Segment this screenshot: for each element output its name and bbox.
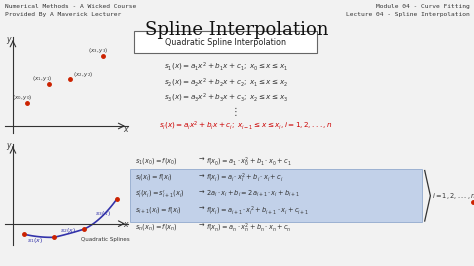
Text: $s_{i+1}(x_i) = f(x_i)$: $s_{i+1}(x_i) = f(x_i)$ bbox=[135, 205, 182, 215]
Text: $s_1(x_0) = f(x_0)$: $s_1(x_0) = f(x_0)$ bbox=[135, 156, 178, 166]
Text: Module 04 - Curve Fitting: Module 04 - Curve Fitting bbox=[375, 4, 469, 9]
Text: $s_i(x) = a_ix^2 + b_ix + c_i; \; x_{i-1} \leq x \leq x_i, i = 1,2,...,n$: $s_i(x) = a_ix^2 + b_ix + c_i; \; x_{i-1… bbox=[159, 119, 332, 132]
Text: $s_3(x)$: $s_3(x)$ bbox=[95, 209, 111, 218]
Text: $s_2(x)$: $s_2(x)$ bbox=[60, 226, 76, 235]
Text: $s_n(x_n) = f(x_n)$: $s_n(x_n) = f(x_n)$ bbox=[135, 222, 178, 232]
Text: $s_1(x)$: $s_1(x)$ bbox=[27, 236, 43, 245]
Text: $\rightarrow$: $\rightarrow$ bbox=[197, 222, 205, 228]
Text: $(x_1,y_1)$: $(x_1,y_1)$ bbox=[32, 74, 53, 84]
Text: $\rightarrow$: $\rightarrow$ bbox=[197, 189, 205, 195]
Text: Provided By A Maverick Lecturer: Provided By A Maverick Lecturer bbox=[5, 12, 121, 17]
Text: $2a_i \cdot x_i + b_i = 2a_{i+1} \cdot x_i + b_{i+1}$: $2a_i \cdot x_i + b_i = 2a_{i+1} \cdot x… bbox=[206, 189, 301, 199]
Text: $f(x_0) = a_1 \cdot x_0^2 + b_1 \cdot x_0 + c_1$: $f(x_0) = a_1 \cdot x_0^2 + b_1 \cdot x_… bbox=[206, 156, 292, 169]
Text: $(x_3,y_3)$: $(x_3,y_3)$ bbox=[88, 46, 109, 55]
Text: Numerical Methods - A Wicked Course: Numerical Methods - A Wicked Course bbox=[5, 4, 136, 9]
Text: $x$: $x$ bbox=[122, 125, 129, 134]
Text: $(x_2,y_2)$: $(x_2,y_2)$ bbox=[73, 70, 93, 79]
Text: Quadratic Spline Interpolation: Quadratic Spline Interpolation bbox=[164, 38, 286, 47]
FancyBboxPatch shape bbox=[134, 31, 317, 53]
Text: Lecture 04 - Spline Interpolation: Lecture 04 - Spline Interpolation bbox=[346, 12, 469, 17]
Text: $x$: $x$ bbox=[122, 221, 129, 230]
Text: $s_1(x) = a_1x^2 + b_1x + c_1; \; x_0 \leq x \leq x_1$: $s_1(x) = a_1x^2 + b_1x + c_1; \; x_0 \l… bbox=[164, 61, 288, 73]
Text: $y$: $y$ bbox=[6, 35, 13, 46]
Text: $f(x_i) = a_{i+1} \cdot x_i^2 + b_{i+1} \cdot x_i + c_{i+1}$: $f(x_i) = a_{i+1} \cdot x_i^2 + b_{i+1} … bbox=[206, 205, 310, 218]
Text: Spline Interpolation: Spline Interpolation bbox=[145, 21, 329, 39]
Text: $\rightarrow$: $\rightarrow$ bbox=[197, 172, 205, 178]
Text: $i = 1,2,...,n-1$: $i = 1,2,...,n-1$ bbox=[432, 191, 474, 201]
Text: $\rightarrow$: $\rightarrow$ bbox=[197, 156, 205, 162]
Text: $s_i(x_i) = f(x_i)$: $s_i(x_i) = f(x_i)$ bbox=[135, 172, 173, 182]
Text: $f(x_n) = a_n \cdot x_n^2 + b_n \cdot x_n + c_n$: $f(x_n) = a_n \cdot x_n^2 + b_n \cdot x_… bbox=[206, 222, 292, 235]
Text: $s_2(x) = a_2x^2 + b_2x + c_2; \; x_1 \leq x \leq x_2$: $s_2(x) = a_2x^2 + b_2x + c_2; \; x_1 \l… bbox=[164, 76, 288, 89]
Text: $(x_0,y_0)$: $(x_0,y_0)$ bbox=[11, 93, 32, 102]
Text: $\vdots$: $\vdots$ bbox=[230, 105, 237, 118]
Text: $s_i'(x_i) = s_{i+1}'(x_i)$: $s_i'(x_i) = s_{i+1}'(x_i)$ bbox=[135, 189, 185, 201]
Text: $s_3(x) = a_3x^2 + b_3x + c_3; \; x_2 \leq x \leq x_3$: $s_3(x) = a_3x^2 + b_3x + c_3; \; x_2 \l… bbox=[164, 92, 288, 104]
FancyBboxPatch shape bbox=[130, 169, 422, 222]
Text: $\rightarrow$: $\rightarrow$ bbox=[197, 205, 205, 211]
Text: $f(x_i) = a_i \cdot x_i^2 + b_i \cdot x_i + c_i$: $f(x_i) = a_i \cdot x_i^2 + b_i \cdot x_… bbox=[206, 172, 284, 185]
Text: Quadratic Splines: Quadratic Splines bbox=[82, 237, 130, 242]
Text: $y$: $y$ bbox=[6, 141, 13, 152]
